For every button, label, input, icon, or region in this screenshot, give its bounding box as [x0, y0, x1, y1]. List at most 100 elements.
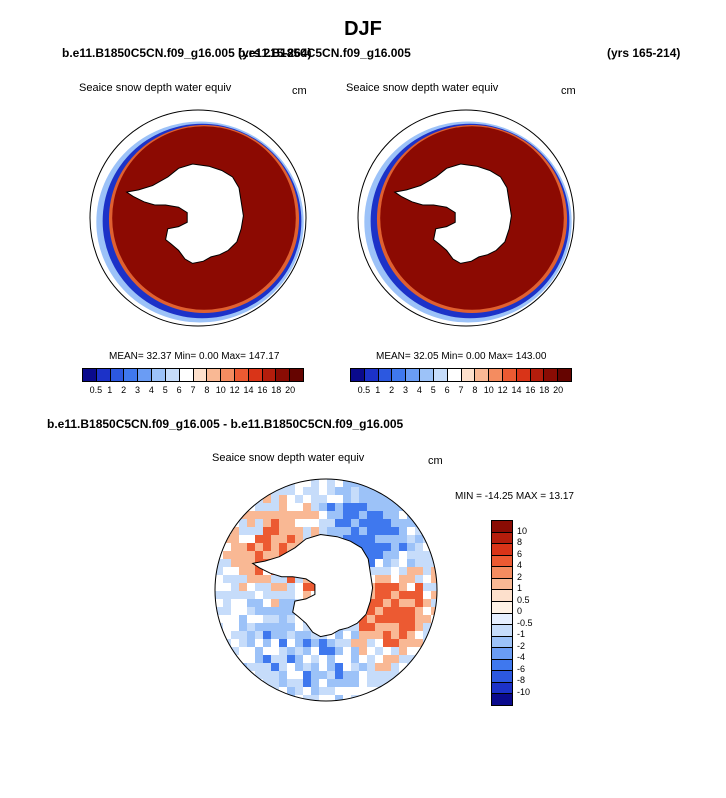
diff-cell: [279, 487, 287, 495]
diff-cell: [423, 575, 431, 583]
colorbar-tick-label: 12: [497, 385, 508, 395]
diff-cell: [303, 583, 311, 591]
diff-cell: [423, 551, 431, 559]
diff-cell: [375, 527, 383, 535]
diff-cell: [335, 695, 343, 701]
diff-cell: [391, 511, 399, 519]
diff-cell: [247, 583, 255, 591]
diff-cell: [423, 511, 431, 519]
diff-cell: [423, 519, 431, 527]
diff-cell: [431, 623, 437, 631]
diff-cell: [319, 679, 327, 687]
diff-cell: [223, 607, 231, 615]
diff-cell: [383, 575, 391, 583]
colorbar-tick-label: -4: [517, 652, 526, 662]
diff-cell: [215, 479, 223, 487]
diff-cell: [391, 607, 399, 615]
colorbar-tick-label: -2: [517, 640, 526, 651]
diff-cell: [367, 543, 375, 551]
diff-cell: [351, 687, 359, 695]
colorbar-tick-label: 18: [539, 385, 550, 395]
diff-cell: [287, 679, 295, 687]
diff-cell: [383, 495, 391, 503]
diff-cell: [351, 519, 359, 527]
colorbar-tick-label: 0: [517, 606, 523, 616]
colorbar-swatch: [248, 369, 263, 381]
diff-cell: [239, 671, 247, 679]
diff-cell: [271, 623, 279, 631]
diff-cell: [239, 551, 247, 559]
diff-cell: [335, 511, 343, 519]
colorbar-swatch: [530, 369, 545, 381]
diff-cell: [415, 615, 423, 623]
diff-cell: [279, 583, 287, 591]
diff-cell: [391, 663, 399, 671]
diff-cell: [303, 503, 311, 511]
diff-cell: [295, 495, 303, 503]
diff-stats: MIN = -14.25 MAX = 13.17: [455, 491, 574, 502]
diff-cell: [351, 527, 359, 535]
colorbar-tick-label: 2: [121, 385, 127, 395]
colorbar-tick-label: 2: [389, 385, 395, 395]
colorbar-tick-label: 16: [257, 385, 268, 395]
diff-cell: [303, 631, 311, 639]
diff-cell: [223, 583, 231, 591]
diff-cell: [231, 495, 239, 503]
diff-cell: [279, 527, 287, 535]
diff-cell: [375, 479, 383, 487]
diff-cell: [255, 527, 263, 535]
diff-cell: [359, 495, 367, 503]
diff-cell: [423, 543, 431, 551]
diff-cell: [295, 535, 303, 543]
diff-cell: [231, 599, 239, 607]
diff-cell: [383, 551, 391, 559]
diff-cell: [335, 479, 343, 487]
diff-cell: [223, 599, 231, 607]
diff-cell: [287, 519, 295, 527]
colorbar-tick-label: 18: [271, 385, 282, 395]
diff-cell: [311, 647, 319, 655]
diff-cell: [271, 535, 279, 543]
colorbar-swatch: [420, 369, 434, 381]
diff-cell: [247, 479, 255, 487]
diff-cell: [367, 615, 375, 623]
diff-cell: [383, 655, 391, 663]
diff-cell: [279, 535, 287, 543]
diff-cell: [231, 543, 239, 551]
diff-cell: [375, 543, 383, 551]
diff-cell: [343, 679, 351, 687]
diff-cell: [239, 487, 247, 495]
diff-cell: [383, 535, 391, 543]
diff-cell: [407, 639, 415, 647]
diff-cell: [327, 695, 335, 701]
diff-cell: [359, 639, 367, 647]
colorbar-swatch: [475, 369, 490, 381]
colorbar-tick-label: 6: [444, 385, 450, 395]
diff-cell: [239, 575, 247, 583]
diff-cell: [431, 695, 437, 701]
diff-cell: [359, 511, 367, 519]
diff-cell: [375, 559, 383, 567]
diff-cell: [327, 487, 335, 495]
diff-cell: [303, 479, 311, 487]
diff-cell: [399, 479, 407, 487]
diff-cell: [383, 615, 391, 623]
diff-cell: [399, 535, 407, 543]
diff-cell: [343, 655, 351, 663]
colorbar-tick-label: 4: [416, 385, 422, 395]
diff-cell: [255, 663, 263, 671]
diff-cell: [247, 495, 255, 503]
diff-cell: [423, 487, 431, 495]
diff-cell: [415, 535, 423, 543]
diff-cell: [407, 671, 415, 679]
map-border: [214, 478, 438, 702]
diff-cell: [263, 583, 271, 591]
colorbar-swatch: [492, 544, 512, 556]
diff-cell: [319, 495, 327, 503]
diff-cell: [295, 647, 303, 655]
colorbar-swatch: [492, 590, 512, 602]
diff-cell: [415, 631, 423, 639]
diff-cell: [351, 663, 359, 671]
diff-cell: [295, 663, 303, 671]
diff-cell: [367, 623, 375, 631]
